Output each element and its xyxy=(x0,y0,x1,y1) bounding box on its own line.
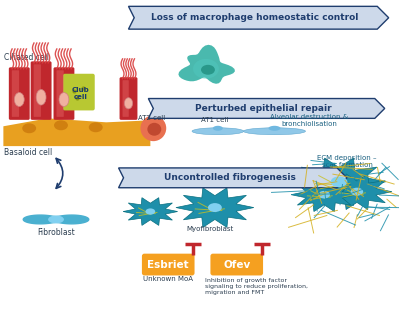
Ellipse shape xyxy=(208,203,222,212)
Text: Esbriet: Esbriet xyxy=(148,260,189,269)
Polygon shape xyxy=(123,198,178,225)
Polygon shape xyxy=(23,215,89,224)
Text: Fibroblast: Fibroblast xyxy=(37,228,75,237)
Polygon shape xyxy=(291,178,357,211)
Ellipse shape xyxy=(213,126,223,131)
FancyBboxPatch shape xyxy=(63,74,95,110)
Ellipse shape xyxy=(147,123,161,136)
FancyBboxPatch shape xyxy=(142,254,194,275)
Text: AT2 cell: AT2 cell xyxy=(138,115,165,121)
Text: Uncontrolled fibrogenesis: Uncontrolled fibrogenesis xyxy=(164,173,296,182)
FancyBboxPatch shape xyxy=(122,80,129,117)
Ellipse shape xyxy=(22,123,36,133)
Ellipse shape xyxy=(318,191,330,198)
FancyBboxPatch shape xyxy=(120,77,138,120)
Text: ECM deposition –
scar formation: ECM deposition – scar formation xyxy=(317,155,377,168)
FancyBboxPatch shape xyxy=(56,70,64,117)
Ellipse shape xyxy=(268,126,280,131)
Text: Perturbed epithelial repair: Perturbed epithelial repair xyxy=(195,104,332,113)
Ellipse shape xyxy=(351,188,363,196)
FancyArrowPatch shape xyxy=(56,158,63,188)
Ellipse shape xyxy=(331,177,347,187)
Ellipse shape xyxy=(140,115,166,141)
Polygon shape xyxy=(176,188,254,227)
Polygon shape xyxy=(128,6,389,29)
Text: Loss of macrophage homeostatic control: Loss of macrophage homeostatic control xyxy=(152,13,359,22)
Ellipse shape xyxy=(201,65,215,75)
Text: Ofev: Ofev xyxy=(223,260,250,269)
Text: Basaloid cell: Basaloid cell xyxy=(4,147,53,157)
FancyBboxPatch shape xyxy=(12,70,19,117)
Text: Inhibition of growth factor
signaling to reduce proliferation,
migration and FMT: Inhibition of growth factor signaling to… xyxy=(205,278,308,294)
FancyBboxPatch shape xyxy=(31,61,52,120)
Text: Alveolar destruction &
bronchiolisation: Alveolar destruction & bronchiolisation xyxy=(270,114,348,127)
Ellipse shape xyxy=(54,120,68,130)
Ellipse shape xyxy=(59,93,69,107)
Polygon shape xyxy=(178,45,235,84)
Ellipse shape xyxy=(193,59,219,79)
FancyBboxPatch shape xyxy=(210,254,263,275)
Polygon shape xyxy=(322,174,392,210)
Polygon shape xyxy=(3,118,150,146)
Ellipse shape xyxy=(192,128,244,135)
Polygon shape xyxy=(292,158,386,205)
Text: Myofibroblast: Myofibroblast xyxy=(186,226,234,232)
Text: AT1 cell: AT1 cell xyxy=(201,117,228,123)
FancyBboxPatch shape xyxy=(9,67,30,120)
Ellipse shape xyxy=(48,216,64,223)
Ellipse shape xyxy=(14,93,24,107)
Ellipse shape xyxy=(124,98,132,109)
Ellipse shape xyxy=(36,89,46,105)
Text: Unknown MoA: Unknown MoA xyxy=(143,276,193,282)
Polygon shape xyxy=(148,99,385,118)
FancyBboxPatch shape xyxy=(34,64,41,117)
Ellipse shape xyxy=(244,128,306,135)
Polygon shape xyxy=(118,168,347,188)
Ellipse shape xyxy=(146,208,155,215)
Text: Ciliated cell: Ciliated cell xyxy=(4,53,49,62)
Ellipse shape xyxy=(89,122,103,132)
FancyBboxPatch shape xyxy=(54,67,74,120)
Text: Club
cell: Club cell xyxy=(72,87,90,100)
